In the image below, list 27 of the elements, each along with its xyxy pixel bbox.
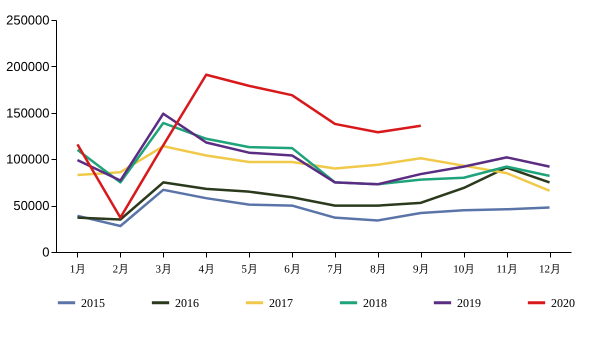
legend-label: 2015 bbox=[81, 296, 105, 310]
y-tick-label: 100000 bbox=[6, 152, 50, 167]
x-tick-label: 8月 bbox=[370, 264, 387, 276]
line-series bbox=[76, 166, 551, 221]
x-tick-label: 12月 bbox=[539, 264, 562, 276]
y-tick-label: 50000 bbox=[13, 198, 50, 214]
y-tick-label: 150000 bbox=[6, 105, 50, 120]
line-series bbox=[76, 188, 551, 228]
x-tick-label: 11月 bbox=[496, 264, 518, 276]
y-tick-label: 250000 bbox=[6, 12, 50, 28]
x-tick-label: 9月 bbox=[413, 264, 430, 276]
y-tick-label: 200000 bbox=[6, 58, 50, 74]
legend-label: 2016 bbox=[175, 296, 199, 310]
x-tick-label: 10月 bbox=[453, 264, 476, 276]
legend-label: 2018 bbox=[363, 296, 387, 310]
y-tick-label: 0 bbox=[42, 244, 50, 260]
legend-label: 2020 bbox=[551, 296, 575, 310]
x-tick-label: 2月 bbox=[112, 264, 130, 276]
x-tick-label: 3月 bbox=[156, 264, 172, 276]
line-series bbox=[76, 74, 422, 219]
x-tick-label: 7月 bbox=[327, 264, 344, 276]
legend-label: 2019 bbox=[457, 296, 481, 310]
legend-label: 2017 bbox=[269, 296, 293, 310]
x-tick-label: 4月 bbox=[198, 264, 215, 276]
x-tick-label: 6月 bbox=[284, 264, 301, 276]
x-tick-label: 5月 bbox=[241, 264, 258, 276]
x-tick-label: 1月 bbox=[70, 264, 86, 276]
